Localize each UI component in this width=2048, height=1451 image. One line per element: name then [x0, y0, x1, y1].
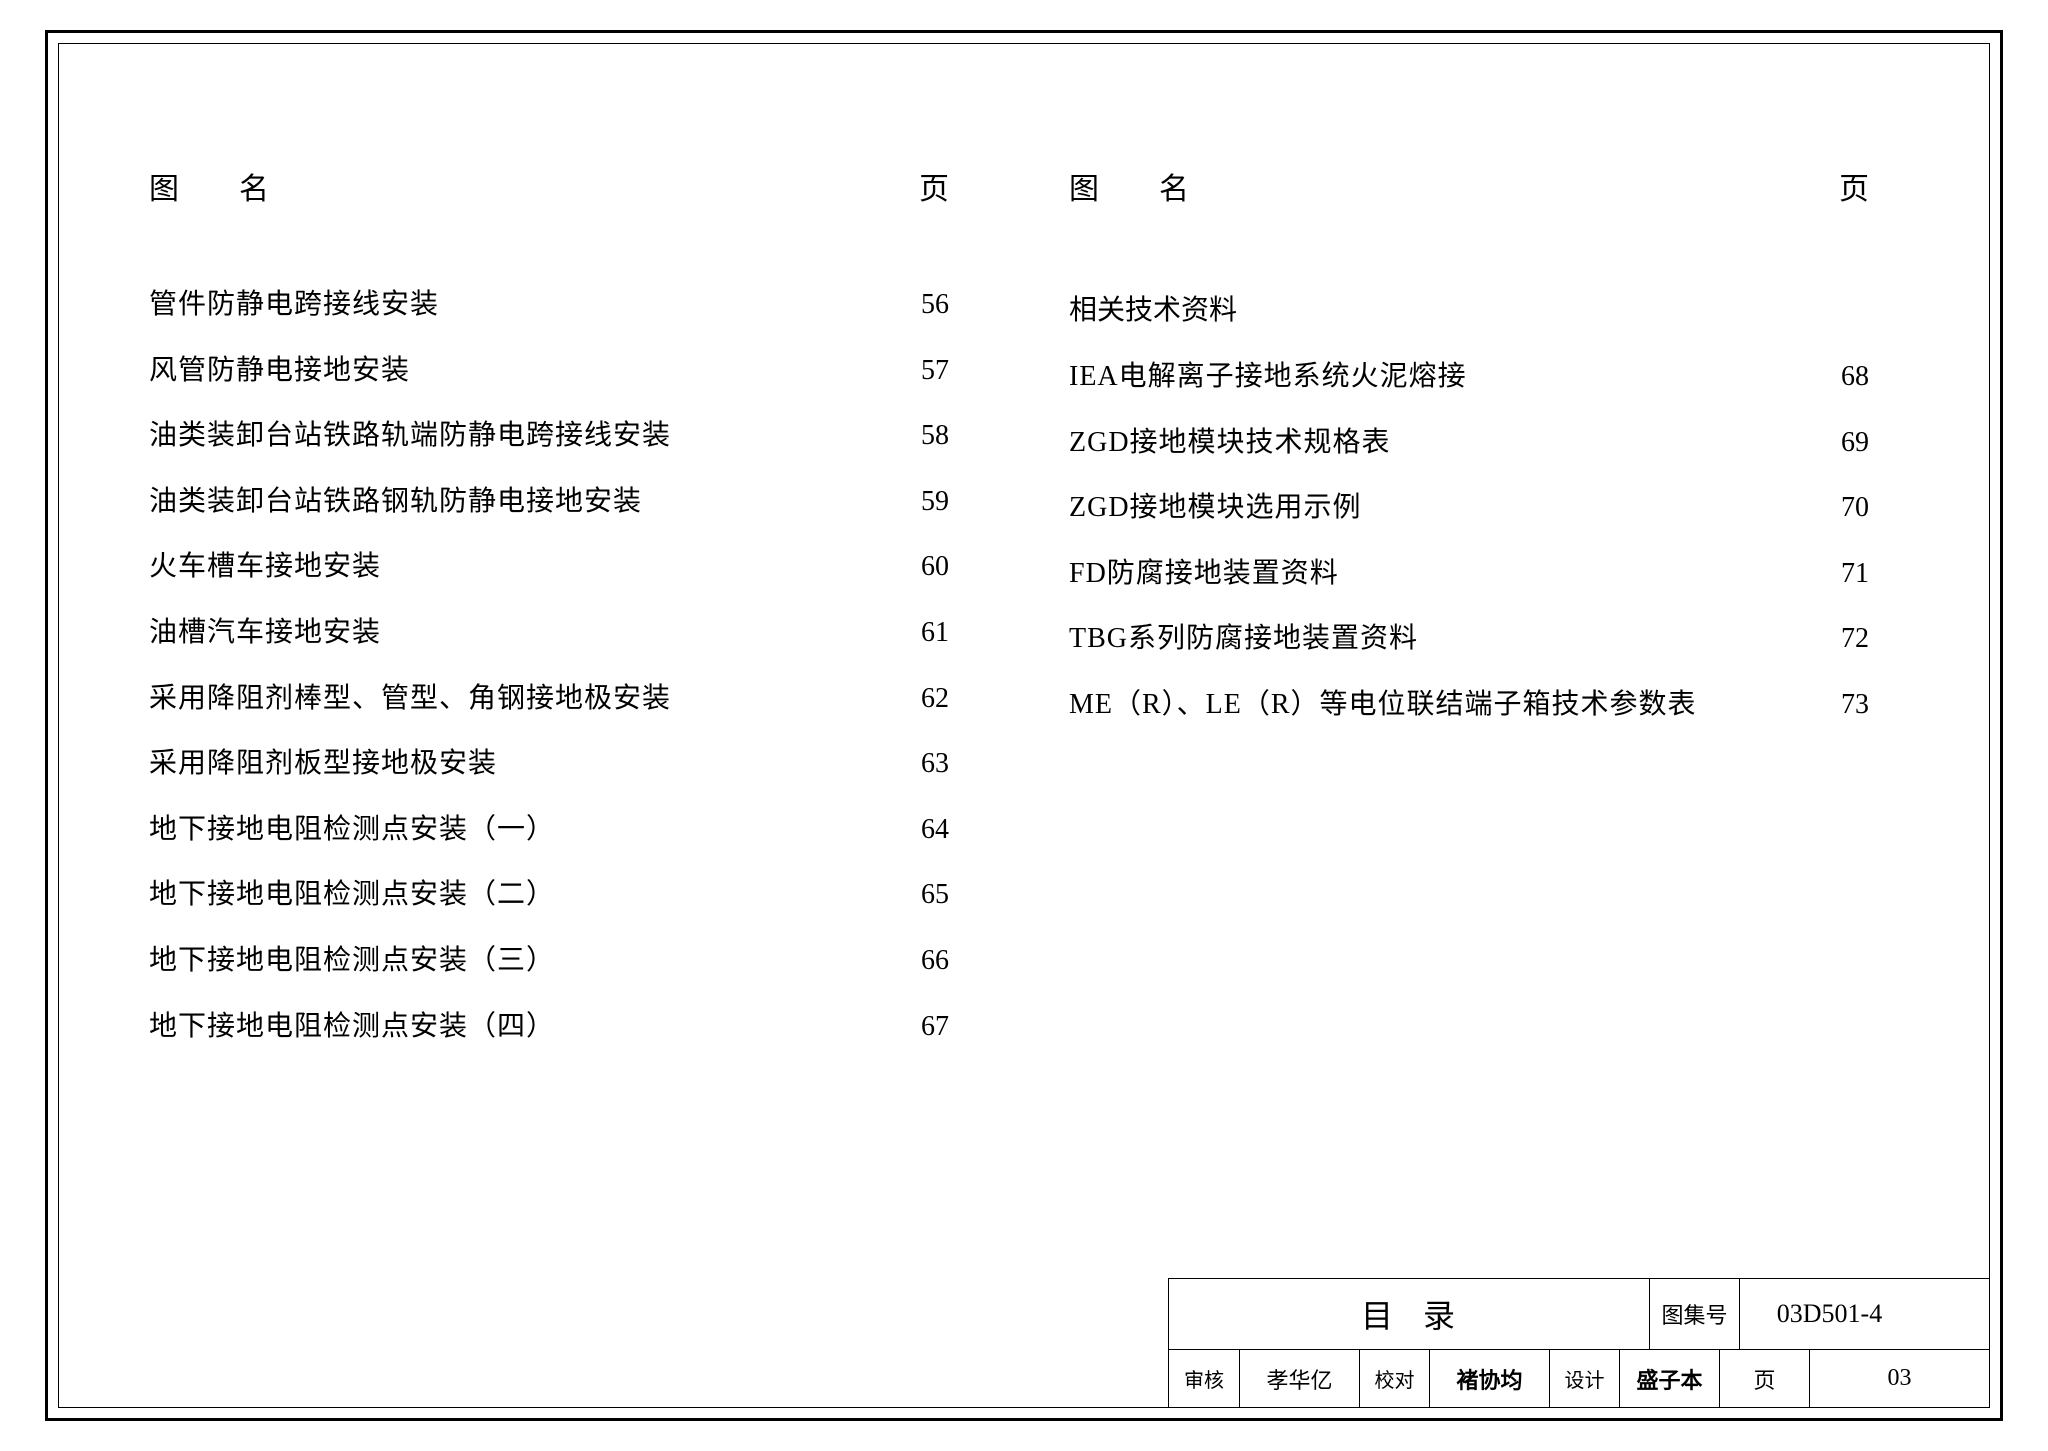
page-value: 03	[1809, 1349, 1989, 1407]
toc-row: 采用降阻剂板型接地极安装63	[149, 747, 1009, 781]
toc-entry-page: 58	[869, 419, 949, 453]
toc-entry-name: 地下接地电阻检测点安装（三）	[149, 944, 869, 978]
toc-entry-page: 61	[869, 616, 949, 650]
set-number-label: 图集号	[1649, 1279, 1739, 1349]
toc-entry-page: 56	[869, 288, 949, 322]
toc-entry-page: 71	[1789, 557, 1869, 591]
toc-entry-page: 63	[869, 747, 949, 781]
toc-entry-name: 管件防静电跨接线安装	[149, 288, 869, 322]
toc-right-column: 图名 页 相关技术资料 IEA电解离子接地系统火泥熔接68ZGD接地模块技术规格…	[1029, 164, 1929, 1407]
toc-entry-page: 65	[869, 878, 949, 912]
toc-entry-page: 60	[869, 550, 949, 584]
title-block-title: 目录	[1169, 1279, 1649, 1349]
toc-left-rows: 管件防静电跨接线安装56风管防静电接地安装57油类装卸台站铁路轨端防静电跨接线安…	[149, 288, 1009, 1075]
header-page-label: 页	[1789, 164, 1869, 208]
toc-row: IEA电解离子接地系统火泥熔接68	[1069, 360, 1929, 394]
header-page-label: 页	[869, 164, 949, 208]
title-block-row-2: 审核 孝华亿 校对 褚协均 设计 盛子本 页 03	[1169, 1349, 1989, 1407]
toc-entry-name: 采用降阻剂棒型、管型、角钢接地极安装	[149, 682, 869, 716]
toc-row: 火车槽车接地安装60	[149, 550, 1009, 584]
toc-entry-name: 风管防静电接地安装	[149, 354, 869, 388]
toc-entry-page: 69	[1789, 426, 1869, 460]
toc-entry-page: 57	[869, 354, 949, 388]
toc-row: ME（R）、LE（R）等电位联结端子箱技术参数表73	[1069, 688, 1929, 722]
toc-entry-name: 油类装卸台站铁路轨端防静电跨接线安装	[149, 419, 869, 453]
title-block: 目录 图集号 03D501-4 审核 孝华亿 校对 褚协均 设计 盛子本 页 0…	[1168, 1278, 1990, 1408]
header-name-label: 图名	[1069, 164, 1789, 208]
toc-row: TBG系列防腐接地装置资料72	[1069, 622, 1929, 656]
toc-entry-name: 采用降阻剂板型接地极安装	[149, 747, 869, 781]
outer-frame: 图名 页 管件防静电跨接线安装56风管防静电接地安装57油类装卸台站铁路轨端防静…	[45, 30, 2003, 1421]
design-signature: 盛子本	[1619, 1349, 1719, 1407]
design-label: 设计	[1549, 1349, 1619, 1407]
toc-row: 油槽汽车接地安装61	[149, 616, 1009, 650]
toc-entry-name: 地下接地电阻检测点安装（二）	[149, 878, 869, 912]
toc-left-column: 图名 页 管件防静电跨接线安装56风管防静电接地安装57油类装卸台站铁路轨端防静…	[149, 164, 1029, 1407]
toc-entry-name: 火车槽车接地安装	[149, 550, 869, 584]
toc-row: ZGD接地模块选用示例70	[1069, 491, 1929, 525]
toc-entry-name: TBG系列防腐接地装置资料	[1069, 622, 1789, 656]
toc-right-rows: IEA电解离子接地系统火泥熔接68ZGD接地模块技术规格表69ZGD接地模块选用…	[1069, 360, 1929, 754]
toc-entry-page: 66	[869, 944, 949, 978]
toc-entry-page: 64	[869, 813, 949, 847]
header-name-label: 图名	[149, 164, 869, 208]
page-label: 页	[1719, 1349, 1809, 1407]
review-label: 审核	[1169, 1349, 1239, 1407]
inner-frame: 图名 页 管件防静电跨接线安装56风管防静电接地安装57油类装卸台站铁路轨端防静…	[58, 43, 1990, 1408]
toc-row: 风管防静电接地安装57	[149, 354, 1009, 388]
toc-row: 管件防静电跨接线安装56	[149, 288, 1009, 322]
toc-entry-name: ZGD接地模块技术规格表	[1069, 426, 1789, 460]
toc-entry-page: 67	[869, 1010, 949, 1044]
toc-entry-page: 70	[1789, 491, 1869, 525]
toc-entry-name: 地下接地电阻检测点安装（一）	[149, 813, 869, 847]
toc-entry-page: 68	[1789, 360, 1869, 394]
review-signature: 孝华亿	[1239, 1349, 1359, 1407]
toc-content: 图名 页 管件防静电跨接线安装56风管防静电接地安装57油类装卸台站铁路轨端防静…	[59, 44, 1989, 1407]
right-section-heading: 相关技术资料	[1069, 288, 1929, 328]
set-number-value: 03D501-4	[1739, 1279, 1919, 1349]
toc-entry-name: 地下接地电阻检测点安装（四）	[149, 1010, 869, 1044]
title-block-row-1: 目录 图集号 03D501-4	[1169, 1279, 1989, 1349]
toc-entry-name: 油槽汽车接地安装	[149, 616, 869, 650]
toc-entry-name: ZGD接地模块选用示例	[1069, 491, 1789, 525]
toc-row: 采用降阻剂棒型、管型、角钢接地极安装62	[149, 682, 1009, 716]
toc-row: 地下接地电阻检测点安装（二）65	[149, 878, 1009, 912]
toc-row: 油类装卸台站铁路轨端防静电跨接线安装58	[149, 419, 1009, 453]
toc-entry-name: IEA电解离子接地系统火泥熔接	[1069, 360, 1789, 394]
check-label: 校对	[1359, 1349, 1429, 1407]
toc-entry-page: 62	[869, 682, 949, 716]
toc-entry-page: 73	[1789, 688, 1869, 722]
toc-entry-name: ME（R）、LE（R）等电位联结端子箱技术参数表	[1069, 688, 1789, 722]
toc-entry-page: 59	[869, 485, 949, 519]
toc-row: 地下接地电阻检测点安装（一）64	[149, 813, 1009, 847]
check-signature: 褚协均	[1429, 1349, 1549, 1407]
toc-entry-name: FD防腐接地装置资料	[1069, 557, 1789, 591]
column-header-left: 图名 页	[149, 164, 1009, 208]
toc-row: 油类装卸台站铁路钢轨防静电接地安装59	[149, 485, 1009, 519]
toc-entry-name: 油类装卸台站铁路钢轨防静电接地安装	[149, 485, 869, 519]
toc-row: ZGD接地模块技术规格表69	[1069, 426, 1929, 460]
toc-entry-page: 72	[1789, 622, 1869, 656]
column-header-right: 图名 页	[1069, 164, 1929, 208]
toc-row: FD防腐接地装置资料71	[1069, 557, 1929, 591]
toc-row: 地下接地电阻检测点安装（三）66	[149, 944, 1009, 978]
toc-row: 地下接地电阻检测点安装（四）67	[149, 1010, 1009, 1044]
